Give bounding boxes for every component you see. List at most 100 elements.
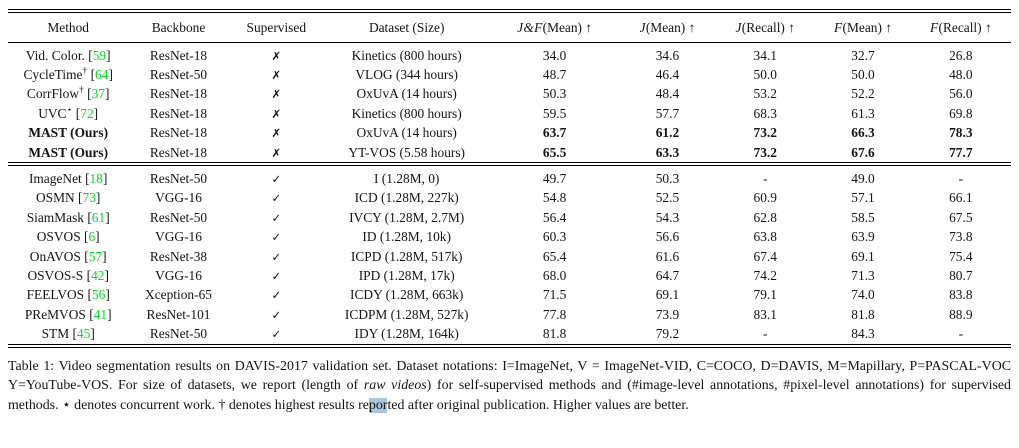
value-cell: 65.4 xyxy=(542,248,567,264)
method-name: MAST (Ours) xyxy=(28,125,109,141)
table-row: UVC⋆ [72] ResNet-18 ✗ Kinetics (800 hours) 5… xyxy=(8,104,1011,123)
citation-link[interactable]: 61 xyxy=(91,209,106,225)
citation-bracket-close: ] xyxy=(104,86,110,102)
citation-link[interactable]: 56 xyxy=(91,287,106,303)
value-cell: 74.0 xyxy=(851,287,875,303)
table-row: OSMN [73] VGG-16 ✓ ICD (1.28M, 227k) 54.8 52.… xyxy=(8,189,1011,208)
value-cell: 83.1 xyxy=(753,306,777,322)
value-cell: 69.1 xyxy=(851,248,875,264)
method-cell: MAST (Ours) xyxy=(8,124,128,143)
method-name: CycleTime xyxy=(23,67,83,83)
citation-bracket-close: ] xyxy=(104,267,109,283)
value-cell: 50.3 xyxy=(542,86,567,102)
citation-bracket-close: ] xyxy=(107,306,112,322)
metric-label-rest: (Mean) ↑ xyxy=(842,20,892,35)
citation-bracket-close: ] xyxy=(105,209,110,225)
citation-bracket-open: [ xyxy=(83,86,92,102)
citation-link[interactable]: 18 xyxy=(89,171,103,187)
value-cell: 73.2 xyxy=(753,125,777,141)
dataset-cell: OxUvA (14 hours) xyxy=(356,125,457,141)
method-cell: Vid. Color. [59] xyxy=(8,43,128,66)
dataset-cell: Kinetics (800 hours) xyxy=(351,47,462,63)
method-name: CorrFlow xyxy=(26,86,80,102)
value-cell: 48.4 xyxy=(655,86,680,102)
method-cell: ImageNet [18] xyxy=(8,162,129,189)
citation-link[interactable]: 72 xyxy=(80,105,94,121)
citation-bracket-open: [ xyxy=(80,248,89,264)
citation-link[interactable]: 73 xyxy=(82,190,96,206)
section-self-supervised: Vid. Color. [59] ResNet-18 ✗ Kinetics (800 … xyxy=(8,43,1011,165)
method-name: OSVOS xyxy=(36,229,81,245)
metric-symbol: F xyxy=(834,20,843,35)
value-cell: - xyxy=(715,162,816,189)
citation-link[interactable]: 37 xyxy=(91,86,105,102)
citation-link[interactable]: 6 xyxy=(88,229,96,245)
method-cell: OSVOS [6] xyxy=(8,228,128,247)
method-name: Vid. Color. xyxy=(25,47,85,63)
metric-symbol: F xyxy=(930,20,939,35)
value-cell: 88.9 xyxy=(949,306,973,322)
value-cell: 73.9 xyxy=(655,306,680,322)
backbone-cell: ResNet-18 xyxy=(149,47,208,63)
method-cell: SiamMask [61] xyxy=(8,208,128,227)
column-header-f-mean: F(Mean) ↑ xyxy=(815,11,911,43)
value-cell: 57.1 xyxy=(851,190,875,206)
table-row: PReMVOS [41] ResNet-101 ✓ ICDPM (1.28M, 527… xyxy=(8,305,1011,324)
supervised-mark-cell: ✓ xyxy=(271,288,282,303)
value-cell: - xyxy=(910,162,1011,189)
value-cell: 34.6 xyxy=(655,47,680,63)
method-cell: UVC⋆ [72] xyxy=(8,104,128,123)
citation-bracket-open: [ xyxy=(80,229,89,245)
value-cell: 69.8 xyxy=(949,105,973,121)
method-cell: FEELVOS [56] xyxy=(8,286,128,305)
value-cell: 63.8 xyxy=(753,229,777,245)
backbone-cell: Xception-65 xyxy=(145,287,212,303)
value-cell: 66.3 xyxy=(851,125,875,141)
value-cell: 67.6 xyxy=(851,144,875,160)
column-header-method: Method xyxy=(8,11,129,43)
value-cell: 63.7 xyxy=(542,125,567,141)
citation-bracket-close: ] xyxy=(108,67,113,83)
value-cell: 61.2 xyxy=(655,125,680,141)
citation-bracket-open: [ xyxy=(84,287,92,303)
value-cell: 50.0 xyxy=(753,67,777,83)
value-cell: 54.8 xyxy=(542,190,567,206)
value-cell: 50.0 xyxy=(851,67,875,83)
method-name: ImageNet xyxy=(28,171,82,187)
dataset-cell: Kinetics (800 hours) xyxy=(351,105,462,121)
value-cell: 63.3 xyxy=(655,144,680,160)
value-cell: 71.3 xyxy=(851,267,875,283)
citation-link[interactable]: 57 xyxy=(88,248,103,264)
method-name: FEELVOS xyxy=(26,287,85,303)
value-cell: 49.7 xyxy=(489,162,620,189)
table-row: STM [45] ResNet-50 ✓ IDY (1.28M, 164k) 81.8 7… xyxy=(8,324,1011,345)
value-cell: 32.7 xyxy=(851,47,875,63)
value-cell: 84.3 xyxy=(851,326,875,342)
backbone-cell: ResNet-18 xyxy=(149,105,208,121)
value-cell: 34.1 xyxy=(753,47,777,63)
section-supervised: ImageNet [18] ResNet-50 ✓ I (1.28M, 0) 49.7 5… xyxy=(8,162,1011,346)
citation-bracket-close: ] xyxy=(102,171,108,187)
dataset-cell: IVCY (1.28M, 2.7M) xyxy=(349,209,465,225)
dataset-cell: ICDPM (1.28M, 527k) xyxy=(344,306,469,322)
backbone-cell: ResNet-50 xyxy=(149,326,208,342)
metric-symbol: J xyxy=(639,20,646,35)
metric-label-rest: (Mean) ↑ xyxy=(645,20,696,35)
citation-link[interactable]: 64 xyxy=(95,67,109,83)
value-cell: 56.6 xyxy=(655,229,680,245)
dataset-cell: ICD (1.28M, 227k) xyxy=(354,190,459,206)
value-cell: 61.3 xyxy=(851,105,875,121)
citation-link[interactable]: 59 xyxy=(92,47,107,63)
method-cell: CorrFlow† [37] xyxy=(8,85,128,104)
search-highlight: por xyxy=(368,398,388,414)
value-cell: 74.2 xyxy=(753,267,777,283)
citation-link[interactable]: 41 xyxy=(93,306,108,322)
citation-bracket-close: ] xyxy=(93,105,99,121)
column-header-jf-mean: J&F(Mean) ↑ xyxy=(489,11,620,43)
backbone-cell: ResNet-101 xyxy=(146,306,211,322)
citation-bracket-open: [ xyxy=(85,306,94,322)
citation-link[interactable]: 42 xyxy=(91,267,105,283)
supervised-mark-cell: ✓ xyxy=(271,249,282,264)
citation-link[interactable]: 45 xyxy=(76,326,91,342)
value-cell: 61.6 xyxy=(655,248,680,264)
